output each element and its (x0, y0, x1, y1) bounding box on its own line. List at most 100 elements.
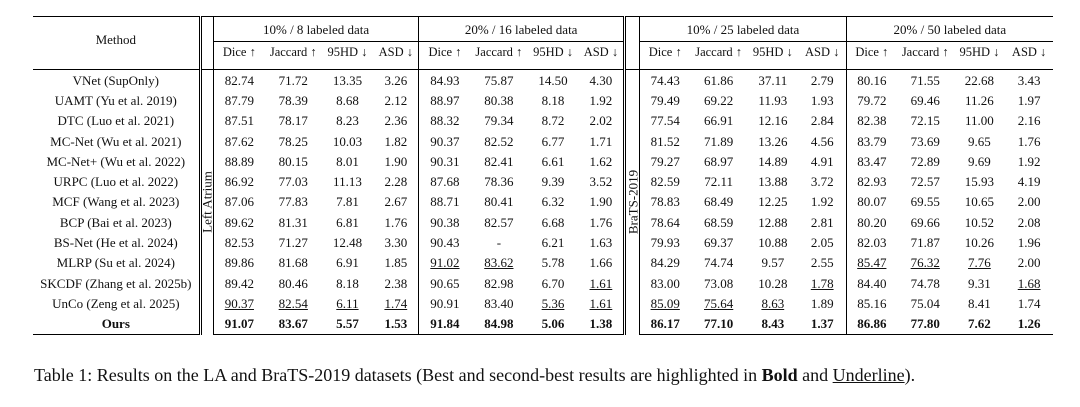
cell-value: 1.62 (589, 153, 613, 169)
table-row: URPC (Luo et al. 2022) 86.92 77.03 11.13 2.2… (33, 171, 1053, 192)
dataset-label-brats-text: BraTS-2019 (625, 170, 641, 235)
metric-header: ASD ↓ (378, 44, 413, 59)
cell-value: 78.83 (650, 194, 680, 210)
cell-value: 81.52 (650, 133, 680, 149)
cell-value: 88.32 (430, 113, 460, 129)
table-cell: 6.68 (527, 212, 579, 232)
table-cell: 87.62 (212, 130, 265, 152)
cell-value: 7.81 (336, 194, 359, 210)
cell-value: 87.68 (430, 174, 460, 190)
table-cell: 2.84 (799, 111, 847, 131)
metric-header: Jaccard ↑ (901, 44, 949, 59)
table-cell: 12.88 (747, 212, 799, 232)
cell-value: 4.19 (1017, 174, 1041, 190)
cell-value: 82.74 (224, 72, 254, 88)
table-cell: 87.79 (212, 90, 265, 111)
table-cell: 88.89 (212, 151, 265, 172)
table-cell: 74.43 (639, 69, 691, 91)
cell-value: 1.76 (384, 214, 408, 230)
table-cell: 10.52 (954, 212, 1006, 232)
cell-value: 86.17 (650, 316, 680, 332)
dataset-label-la: Left Atrium (198, 69, 215, 335)
cell-value: 69.55 (910, 194, 940, 210)
cell-value: 72.11 (704, 174, 734, 190)
cell-value: 10.28 (758, 275, 788, 291)
table-cell: 8.68 (322, 90, 374, 110)
table-cell: 3.30 (373, 232, 419, 252)
table-cell: 72.11 (690, 171, 747, 191)
dataset-header-spacer-brats (622, 16, 640, 62)
cell-value: 3.26 (384, 72, 408, 88)
cell-value: 77.80 (910, 316, 940, 332)
cell-value: 6.21 (541, 235, 565, 251)
table-cell: 6.21 (527, 232, 579, 252)
table-cell: 84.29 (639, 252, 691, 273)
cell-value: 69.46 (910, 92, 940, 108)
metric-header: ASD ↓ (805, 44, 840, 59)
cell-value: 78.39 (278, 92, 308, 108)
cell-value: 78.17 (278, 113, 308, 129)
table-cell: 85.16 (845, 293, 897, 314)
table-row: BS-Net (He et al. 2024) 82.53 71.27 12.48 3.… (33, 232, 1053, 253)
table-cell: 85.47 (845, 252, 897, 273)
metric-header: Dice ↑ (212, 41, 265, 62)
table-cell: 3.43 (1005, 70, 1053, 91)
cell-value: 80.16 (857, 72, 887, 88)
table-cell: 77.80 (896, 313, 954, 335)
cell-value: 2.00 (1017, 194, 1041, 210)
table-cell: 10.65 (954, 192, 1006, 212)
cell-value: 69.37 (704, 235, 734, 251)
cell-value: 6.61 (541, 153, 565, 169)
table-cell: 2.00 (1005, 253, 1053, 273)
metric-header: Dice ↑ (418, 41, 471, 62)
table-cell: 85.09 (639, 293, 691, 314)
table-cell: 1.89 (799, 293, 847, 313)
cell-value: 88.97 (430, 92, 460, 108)
table-cell: 90.37 (212, 293, 265, 314)
table-cell: 80.16 (845, 69, 897, 91)
metric-header: Jaccard ↑ (475, 44, 523, 59)
table-cell: 13.88 (747, 171, 799, 191)
cell-value: 5.06 (541, 316, 565, 332)
metric-header: Dice ↑ (639, 41, 691, 62)
table-cell: 78.25 (265, 131, 322, 151)
cell-value: 2.38 (384, 275, 408, 291)
table-cell: 1.93 (799, 90, 847, 110)
cell-value: 14.50 (538, 72, 568, 88)
table-cell: 9.31 (954, 273, 1006, 293)
table-cell: 6.81 (322, 212, 374, 232)
table-cell: 8.43 (747, 313, 799, 335)
table-cell: 10.03 (322, 131, 374, 151)
metric-header: Dice ↑ (845, 41, 897, 62)
table-cell: 7.81 (322, 192, 374, 212)
cell-value: 1.61 (589, 275, 613, 291)
table-cell: 77.54 (639, 110, 691, 131)
table-cell: 5.57 (321, 313, 374, 335)
table-row: MLRP (Su et al. 2024) 89.86 81.68 6.91 1.85 9… (33, 252, 1053, 273)
table-cell: 82.03 (845, 232, 897, 253)
cell-value: 5.36 (541, 295, 565, 311)
metric-header: ASD ↓ (583, 44, 619, 59)
table-cell: 1.63 (579, 232, 625, 252)
cell-value: 79.49 (650, 92, 680, 108)
cell-value: 83.67 (278, 316, 308, 332)
cell-value: 8.63 (761, 295, 785, 311)
cell-value: 8.23 (336, 113, 359, 129)
cell-value: 3.43 (1017, 72, 1041, 88)
cell-value: 12.48 (332, 235, 363, 251)
cell-value: 12.16 (758, 113, 788, 129)
table-cell: 2.08 (1005, 212, 1053, 232)
table-cell: 91.02 (418, 252, 471, 273)
cell-value: 11.00 (965, 113, 994, 129)
cell-value: 68.49 (704, 194, 734, 210)
table-cell: 68.49 (690, 192, 747, 212)
cell-value: 11.13 (333, 174, 362, 190)
table-cell: 4.91 (799, 151, 847, 171)
cell-value: 71.89 (704, 133, 734, 149)
table-cell: 72.15 (897, 111, 954, 131)
cell-value: 1.96 (1017, 235, 1041, 251)
cell-value: 6.11 (336, 295, 359, 311)
table-cell: 2.00 (1005, 192, 1053, 212)
table-cell: 1.92 (579, 90, 625, 110)
cell-value: 91.07 (224, 316, 254, 332)
